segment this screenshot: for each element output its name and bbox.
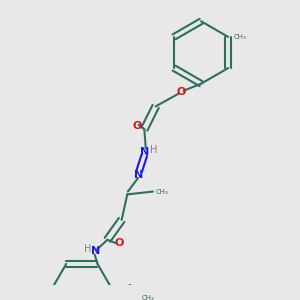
Text: CH₃: CH₃ bbox=[142, 295, 154, 300]
Text: O: O bbox=[114, 238, 124, 248]
Text: H: H bbox=[84, 244, 92, 254]
Text: N: N bbox=[134, 169, 143, 179]
Text: CH₃: CH₃ bbox=[156, 189, 168, 195]
Text: N: N bbox=[140, 147, 149, 157]
Text: N: N bbox=[92, 246, 101, 256]
Text: O: O bbox=[133, 121, 142, 131]
Text: H: H bbox=[150, 146, 157, 155]
Text: CH₃: CH₃ bbox=[233, 34, 246, 40]
Text: O: O bbox=[176, 87, 186, 97]
